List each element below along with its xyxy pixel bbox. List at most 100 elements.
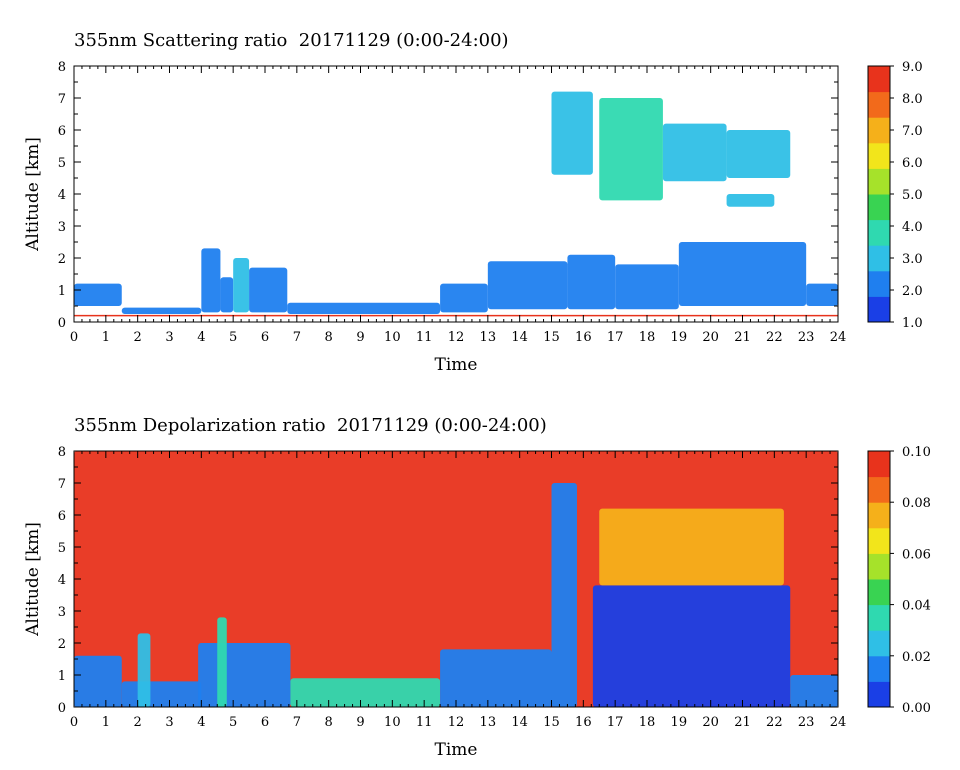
x-tick-label: 4 [197, 330, 205, 345]
x-tick-label: 17 [607, 715, 624, 730]
x-tick-label: 5 [229, 715, 237, 730]
y-tick-label: 5 [58, 156, 66, 171]
colorbar-tick-label: 0.08 [902, 496, 931, 511]
x-tick-label: 1 [102, 330, 110, 345]
colorbar-segment [868, 604, 890, 631]
colorbar-segment [868, 117, 890, 144]
colorbar-segment [868, 527, 890, 554]
colorbar-tick-label: 0.10 [902, 445, 931, 460]
x-tick-label: 24 [830, 330, 847, 345]
heatmap-region [551, 483, 577, 707]
x-tick-label: 7 [293, 715, 301, 730]
x-tick-label: 10 [384, 715, 401, 730]
heatmap-region [440, 649, 552, 707]
heatmap-region [290, 678, 441, 707]
colorbar-tick-label: 0.04 [902, 599, 931, 614]
x-tick-label: 1 [102, 715, 110, 730]
y-tick-label: 7 [58, 477, 66, 492]
chart-title: 355nm Depolarization ratio 20171129 (0:0… [74, 415, 547, 436]
colorbar-tick-label: 9.0 [902, 60, 923, 75]
heatmap-region [201, 248, 221, 313]
colorbar-segment [868, 219, 890, 246]
heatmap-region [592, 585, 791, 707]
x-tick-label: 12 [448, 330, 465, 345]
x-tick-label: 14 [511, 715, 528, 730]
x-tick-label: 21 [734, 715, 751, 730]
colorbar-segment [868, 91, 890, 118]
colorbar-segment [868, 142, 890, 169]
colorbar-segment [868, 681, 890, 708]
colorbar-segment [868, 655, 890, 682]
y-tick-label: 6 [58, 509, 66, 524]
colorbar-segment [868, 502, 890, 529]
heatmap-region [137, 633, 151, 707]
y-tick-label: 3 [58, 220, 66, 235]
scattering-ratio-chart: 0 1 2 3 4 5 6 7 8 9 10 11 12 13 14 15 16 17 18 19 20 21 22 23 24… [23, 60, 923, 375]
x-tick-label: 6 [261, 330, 269, 345]
x-tick-label: 9 [356, 715, 364, 730]
heatmap-region [121, 681, 202, 707]
x-tick-label: 11 [416, 330, 433, 345]
x-tick-label: 20 [702, 330, 719, 345]
heatmap-layer [74, 451, 838, 707]
x-tick-label: 3 [165, 330, 173, 345]
colorbar-tick-label: 5.0 [902, 188, 923, 203]
colorbar-segment [868, 270, 890, 297]
colorbar-frame [867, 450, 891, 708]
x-tick-label: 6 [261, 715, 269, 730]
x-tick-label: 15 [543, 330, 560, 345]
x-tick-label: 4 [197, 715, 205, 730]
heatmap-region [599, 98, 663, 201]
y-axis-label: Altitude [km] [23, 137, 43, 252]
x-tick-label: 19 [671, 330, 688, 345]
x-tick-label: 24 [830, 715, 847, 730]
x-tick-label: 22 [766, 715, 783, 730]
colorbar-segment [868, 168, 890, 195]
heatmap-region [615, 264, 679, 310]
heatmap-region [121, 307, 202, 314]
x-tick-label: 15 [543, 715, 560, 730]
heatmap-region [551, 91, 593, 175]
colorbar-tick-label: 6.0 [902, 156, 923, 171]
x-tick-label: 18 [639, 715, 656, 730]
heatmap-region [249, 267, 288, 313]
x-tick-label: 16 [575, 330, 592, 345]
y-tick-label: 2 [58, 637, 66, 652]
colorbar-segment [868, 476, 890, 503]
colorbar-tick-label: 2.0 [902, 284, 923, 299]
colorbar-segment [868, 630, 890, 657]
colorbar-segment [868, 451, 890, 478]
x-tick-label: 13 [480, 715, 497, 730]
heatmap-region [440, 283, 488, 313]
colorbar-segment [868, 194, 890, 221]
y-tick-label: 4 [58, 188, 66, 203]
x-tick-label: 14 [511, 330, 528, 345]
colorbar-tick-label: 8.0 [902, 92, 923, 107]
heatmap-region [198, 643, 291, 707]
heatmap-region [599, 508, 784, 586]
x-tick-label: 23 [798, 330, 815, 345]
x-tick-label: 2 [134, 715, 142, 730]
colorbar-tick-label: 0.06 [902, 547, 931, 562]
colorbar-tick-label: 4.0 [902, 220, 923, 235]
x-tick-label: 16 [575, 715, 592, 730]
x-tick-label: 13 [480, 330, 497, 345]
heatmap-region [74, 655, 122, 707]
x-tick-label: 17 [607, 330, 624, 345]
y-tick-label: 0 [58, 701, 66, 716]
chart-title: 355nm Scattering ratio 20171129 (0:00-24… [74, 30, 509, 51]
x-axis-label: Time [435, 740, 478, 760]
x-tick-label: 5 [229, 330, 237, 345]
depolarization-ratio-panel: 355nm Depolarization ratio 20171129 (0:0… [0, 385, 960, 770]
x-tick-label: 8 [325, 330, 333, 345]
y-tick-label: 7 [58, 92, 66, 107]
y-tick-label: 4 [58, 573, 66, 588]
heatmap-region [287, 302, 441, 314]
heatmap-region [220, 277, 234, 313]
heatmap-region [487, 261, 568, 310]
y-tick-label: 5 [58, 541, 66, 556]
depolarization-ratio-chart: 0 1 2 3 4 5 6 7 8 9 10 11 12 13 14 15 16 17 18 19 20 21 22 23 24… [23, 445, 931, 760]
y-tick-label: 3 [58, 605, 66, 620]
heatmap-region [790, 675, 838, 707]
x-tick-label: 0 [70, 330, 78, 345]
